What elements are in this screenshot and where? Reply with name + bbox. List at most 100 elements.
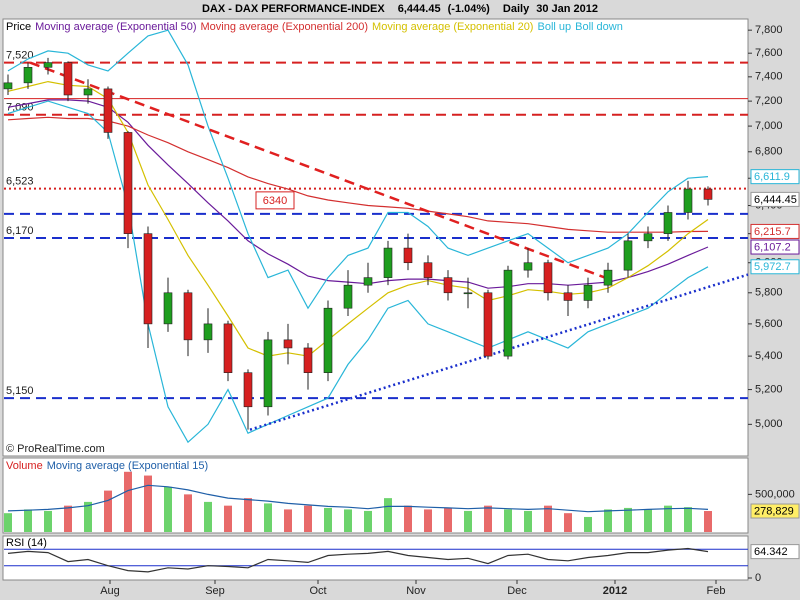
level-label: 7,520 — [6, 49, 34, 61]
candle-body — [583, 284, 593, 301]
last-value-label: 6,215.7 — [750, 223, 800, 239]
x-tick-label: Aug — [100, 585, 120, 597]
last-value-box — [750, 169, 800, 185]
level-label: 6,523 — [6, 176, 34, 188]
volume-bar — [124, 471, 132, 532]
candle-body — [283, 339, 293, 349]
candle-body — [143, 233, 153, 325]
volume-bar — [304, 505, 312, 532]
legend-entry: Moving average (Exponential 20) — [372, 21, 533, 33]
trendline — [29, 61, 606, 279]
volume-bar — [484, 505, 492, 532]
volume-bar — [144, 475, 152, 532]
volume-bar — [104, 490, 112, 532]
volume-bar — [564, 513, 572, 532]
last-value-text: 6,611.9 — [754, 171, 790, 183]
last-value-box — [750, 223, 800, 239]
candle-body — [503, 269, 513, 357]
x-tick-label: Dec — [507, 585, 527, 597]
y-tick-label: 7,000 — [755, 120, 783, 132]
rsi-panel — [2, 535, 749, 581]
level-label-box — [255, 191, 295, 210]
level-label: 7,090 — [6, 102, 34, 114]
volume-bar — [184, 494, 192, 532]
y-tick-label: 5,000 — [755, 418, 783, 430]
candle-body — [663, 212, 673, 234]
y-tick-label: 6,800 — [755, 146, 783, 158]
level-label: 6,170 — [6, 225, 34, 237]
y-tick-label: 7,600 — [755, 47, 783, 59]
candle-body — [643, 233, 653, 242]
candle-body — [343, 284, 353, 309]
candle-body — [183, 292, 193, 341]
candle-body — [63, 62, 73, 96]
volume-bar — [4, 513, 12, 532]
volume-bar — [244, 498, 252, 532]
last-value-text: 6,444.45 — [754, 194, 797, 206]
candle-body — [623, 240, 633, 271]
last-value-box — [750, 503, 800, 519]
volume-bar — [704, 511, 712, 532]
volume-bar — [604, 509, 612, 532]
last-value-box — [750, 259, 800, 275]
candle-body — [363, 277, 373, 286]
candle-body — [163, 292, 173, 325]
y-tick-label: 0 — [755, 572, 761, 584]
overlay-line — [7, 116, 709, 233]
candle-body — [703, 188, 713, 200]
rsi-title: RSI (14) — [6, 537, 47, 549]
volume-bar — [384, 498, 392, 532]
candle-body — [223, 323, 233, 373]
rsi-line — [7, 547, 709, 573]
last-value-label: 6,444.45 — [750, 191, 800, 207]
candle-body — [243, 372, 253, 408]
legend-entry: Boll up — [537, 21, 571, 33]
legend-entry: Boll down — [575, 21, 623, 33]
volume-bar — [64, 505, 72, 532]
candle-body — [83, 88, 93, 96]
legend-entry: Moving average (Exponential 15) — [47, 460, 208, 472]
candle-body — [463, 292, 473, 295]
last-value-box — [750, 544, 800, 560]
volume-bar — [584, 516, 592, 532]
overlay-line — [7, 29, 709, 310]
volume-bar — [164, 486, 172, 532]
y-tick-label: 5,200 — [755, 383, 783, 395]
candle-body — [603, 269, 613, 286]
last-value-label: 5,972.7 — [750, 259, 800, 275]
candle-body — [683, 188, 693, 213]
volume-bar — [664, 505, 672, 532]
last-value-label: 6,611.9 — [750, 169, 800, 185]
candle-body — [523, 262, 533, 271]
volume-bar — [324, 507, 332, 532]
overlay-line — [7, 99, 709, 289]
header-date: 30 Jan 2012 — [536, 3, 598, 15]
candle-body — [423, 262, 433, 278]
volume-bar — [84, 501, 92, 532]
volume-bar — [684, 507, 692, 532]
volume-bar — [624, 507, 632, 532]
volume-bar — [524, 510, 532, 532]
candle-body — [403, 247, 413, 264]
volume-bar — [284, 509, 292, 532]
x-tick-label: Feb — [707, 585, 726, 597]
last-value-text: 5,972.7 — [754, 261, 791, 273]
volume-ma — [7, 484, 709, 513]
x-tick-label: 2012 — [603, 585, 627, 597]
last-value-box — [750, 239, 800, 255]
x-tick-label: Nov — [406, 585, 426, 597]
volume-bar — [224, 505, 232, 532]
volume-bar — [544, 505, 552, 532]
candle-body — [3, 82, 13, 90]
volume-bar — [644, 509, 652, 532]
last-value-text: 6,215.7 — [754, 226, 791, 238]
last-value-text: 278,829 — [754, 505, 794, 517]
candle-body — [203, 323, 213, 341]
level-label: 5,150 — [6, 385, 34, 397]
header-title: DAX - DAX PERFORMANCE-INDEX — [202, 3, 385, 15]
candle-body — [543, 262, 553, 294]
y-tick-label: 500,000 — [755, 488, 795, 500]
last-value-text: 6,107.2 — [754, 241, 791, 253]
header: DAX - DAX PERFORMANCE-INDEX 6,444.45 (-1… — [202, 3, 598, 15]
